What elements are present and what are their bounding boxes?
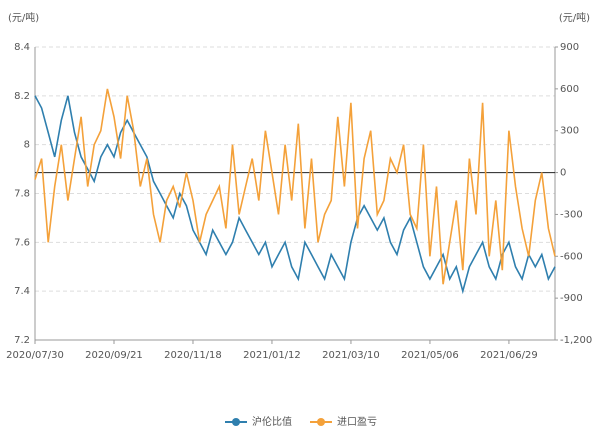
y2-tick-label: -300 xyxy=(560,209,583,220)
legend-marker xyxy=(317,418,325,426)
series-line xyxy=(34,88,556,285)
x-tick-label: 2021/05/06 xyxy=(401,350,459,361)
y-axis-label: (元/吨) xyxy=(8,11,39,24)
x-tick-label: 2021/06/29 xyxy=(480,350,538,361)
x-tick-label: 2020/11/18 xyxy=(164,350,222,361)
y2-tick-label: -600 xyxy=(560,251,583,262)
y-tick-label: 7.4 xyxy=(14,286,30,297)
y2-tick-label: -900 xyxy=(560,293,583,304)
x-tick-label: 2020/09/21 xyxy=(85,350,143,361)
series-line xyxy=(34,95,556,295)
y2-tick-label: -1,200 xyxy=(560,335,592,346)
y2-axis-label: (元/吨) xyxy=(559,11,590,24)
x-tick-label: 2021/03/10 xyxy=(322,350,380,361)
x-tick-label: 2020/07/30 xyxy=(6,350,64,361)
y2-tick-label: 900 xyxy=(560,42,579,53)
y2-tick-label: 300 xyxy=(560,126,579,137)
y-tick-label: 8 xyxy=(24,140,30,151)
y-tick-label: 8.2 xyxy=(14,91,30,102)
y2-tick-label: 0 xyxy=(560,168,566,179)
y-tick-label: 7.8 xyxy=(14,189,30,200)
y-tick-label: 7.2 xyxy=(14,335,30,346)
legend-label: 沪伦比值 xyxy=(252,415,292,428)
legend-label: 进口盈亏 xyxy=(337,416,377,428)
legend-marker xyxy=(232,418,240,426)
y-tick-label: 8.4 xyxy=(14,42,30,53)
y-tick-label: 7.6 xyxy=(14,237,30,248)
x-tick-label: 2021/01/12 xyxy=(243,350,301,361)
y2-tick-label: 600 xyxy=(560,84,579,95)
